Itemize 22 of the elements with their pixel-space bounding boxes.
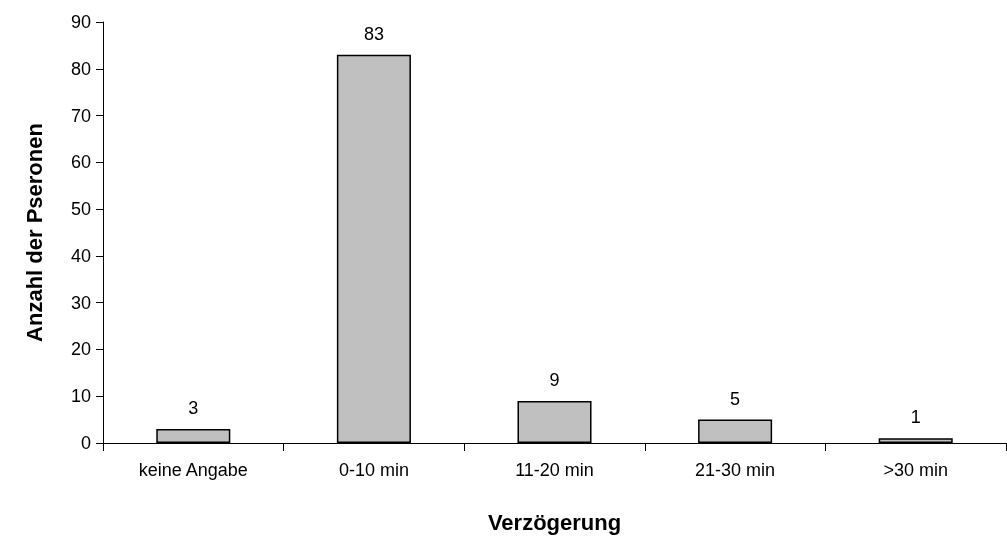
y-tick-label: 10: [70, 386, 91, 407]
y-tick-label: 20: [70, 339, 91, 360]
x-tick-label: keine Angabe: [138, 460, 248, 480]
data-label: 9: [549, 369, 560, 390]
y-tick-label: 40: [70, 245, 91, 266]
y-tick-label: 60: [70, 152, 91, 173]
y-tick-label: 70: [70, 105, 91, 126]
x-tick-label: >30 min: [883, 460, 948, 480]
x-tick-label: 11-20 min: [515, 460, 594, 480]
data-label: 1: [910, 407, 921, 428]
x-tick-label: 0-10 min: [338, 460, 409, 480]
y-tick-label: 50: [70, 199, 91, 220]
data-label: 5: [730, 388, 741, 409]
y-tick-label: 80: [70, 58, 91, 79]
y-tick-label: 0: [80, 433, 91, 453]
x-axis-title: Verzögerung: [487, 509, 622, 535]
y-tick-label: 90: [70, 12, 91, 32]
x-tick-label: 21-30 min: [695, 460, 776, 480]
data-label: 3: [188, 397, 199, 418]
data-label: 83: [363, 23, 384, 44]
y-tick-label: 30: [70, 292, 91, 313]
y-axis-title: Anzahl der Pseronen: [21, 123, 47, 342]
